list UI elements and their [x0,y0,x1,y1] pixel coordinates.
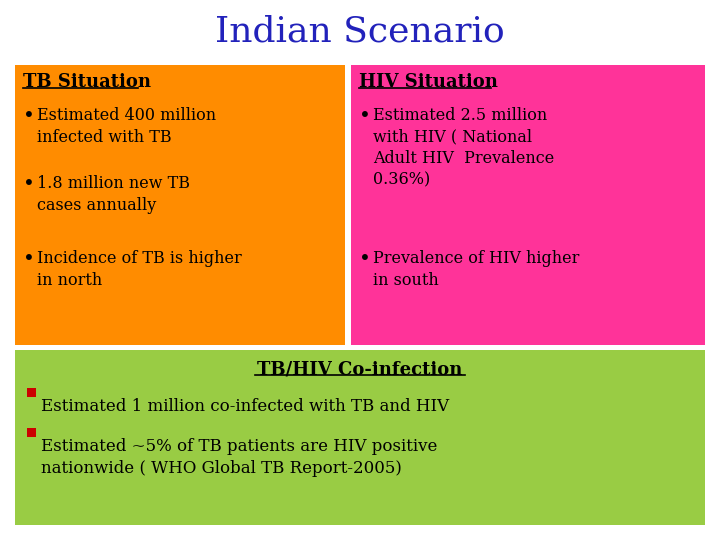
Text: TB/HIV Co-infection: TB/HIV Co-infection [257,360,463,378]
Text: •: • [23,175,35,194]
Text: Incidence of TB is higher
in north: Incidence of TB is higher in north [37,250,242,288]
Text: •: • [23,107,35,126]
Text: 1.8 million new TB
cases annually: 1.8 million new TB cases annually [37,175,190,213]
FancyBboxPatch shape [15,65,345,345]
Text: HIV Situation: HIV Situation [359,73,498,91]
Text: Indian Scenario: Indian Scenario [215,15,505,49]
FancyBboxPatch shape [15,350,705,525]
Text: Prevalence of HIV higher
in south: Prevalence of HIV higher in south [373,250,580,288]
Text: •: • [23,250,35,269]
FancyBboxPatch shape [27,428,36,437]
FancyBboxPatch shape [351,65,705,345]
Text: •: • [359,107,371,126]
Text: Estimated 400 million
infected with TB: Estimated 400 million infected with TB [37,107,216,146]
Text: Estimated 1 million co-infected with TB and HIV: Estimated 1 million co-infected with TB … [41,398,449,415]
FancyBboxPatch shape [27,388,36,397]
Text: Estimated ~5% of TB patients are HIV positive
nationwide ( WHO Global TB Report-: Estimated ~5% of TB patients are HIV pos… [41,438,437,476]
Text: TB Situation: TB Situation [23,73,151,91]
Text: Estimated 2.5 million
with HIV ( National
Adult HIV  Prevalence
0.36%): Estimated 2.5 million with HIV ( Nationa… [373,107,554,188]
Text: •: • [359,250,371,269]
